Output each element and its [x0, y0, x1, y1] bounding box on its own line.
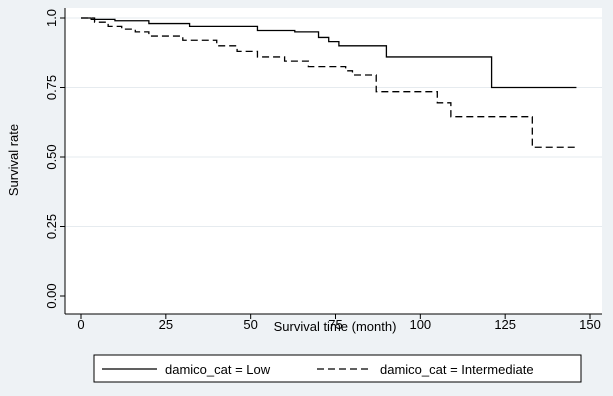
x-tick-label: 100 [409, 317, 431, 332]
plot-area [65, 8, 602, 314]
series-lines [81, 17, 577, 148]
y-axis-title: Survival rate [6, 124, 21, 196]
y-tick-label: 0.75 [44, 75, 59, 100]
x-tick-label: 75 [328, 317, 342, 332]
x-tick-label: 125 [494, 317, 516, 332]
y-tick-label: 1.0 [44, 9, 59, 27]
x-axis-title: Survival time (month) [274, 319, 397, 334]
y-tick-label: 0.50 [44, 144, 59, 169]
legend: damico_cat = Low damico_cat = Intermedia… [93, 354, 582, 383]
x-tick-label: 150 [579, 317, 601, 332]
axes: 0 25 50 75 100 125 150 0.00 0.25 0.50 0.75 1.0 [44, 8, 602, 332]
legend-label-low: damico_cat = Low [165, 362, 271, 377]
y-tick-label: 0.00 [44, 283, 59, 308]
x-tick-label: 25 [159, 317, 173, 332]
series-line-low [81, 17, 577, 89]
series-line-intermediate [81, 17, 577, 148]
y-tick-label: 0.25 [44, 214, 59, 239]
x-tick-label: 50 [243, 317, 257, 332]
grid-lines [65, 17, 602, 227]
x-tick-label: 0 [77, 317, 84, 332]
legend-box [93, 354, 582, 383]
legend-label-intermediate: damico_cat = Intermediate [380, 362, 534, 377]
